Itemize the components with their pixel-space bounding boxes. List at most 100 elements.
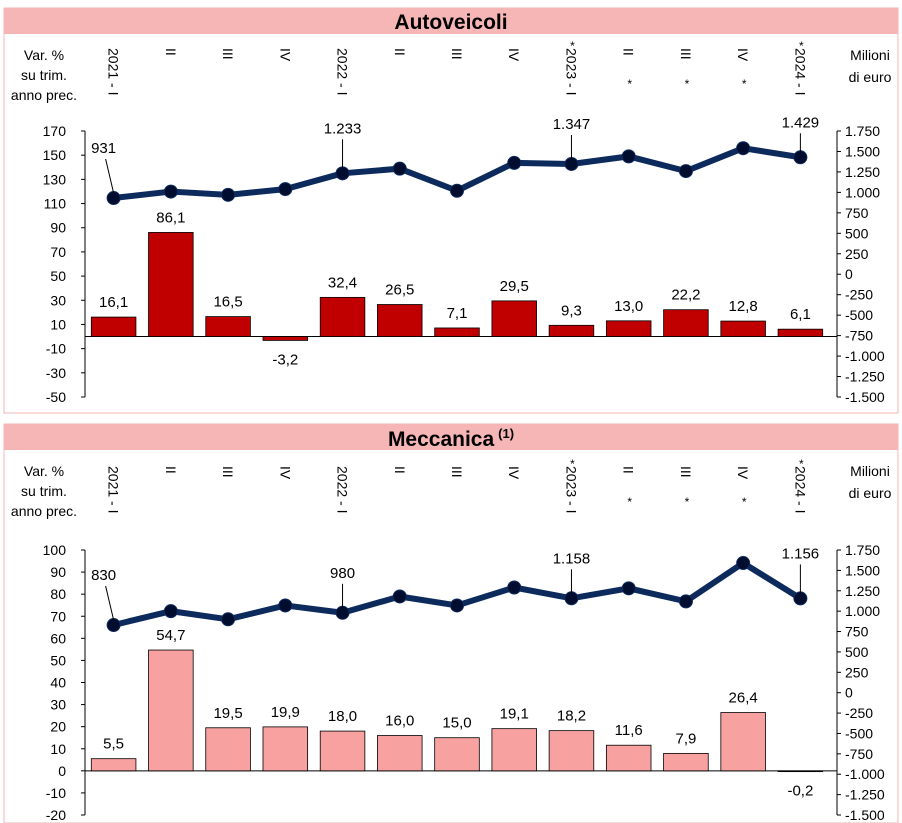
right-tick-label: 250 — [845, 664, 869, 680]
line-point — [450, 183, 464, 198]
right-tick-label: -250 — [845, 287, 873, 303]
right-tick-label: 1.750 — [845, 123, 880, 139]
left-tick-label: 60 — [50, 630, 66, 646]
bar — [491, 300, 537, 337]
bar — [548, 324, 595, 337]
bar-value-label: 54,7 — [156, 627, 185, 644]
right-tick-label: 1.250 — [845, 164, 880, 180]
right-tick-label: 0 — [845, 685, 853, 701]
line-value-label: 1.158 — [553, 550, 591, 567]
right-axis-label: Milioni — [850, 47, 890, 63]
category-label: 2021 - I — [106, 48, 122, 95]
bar — [777, 770, 824, 773]
right-tick-label: 500 — [845, 225, 869, 241]
bar — [434, 327, 480, 337]
bar-value-label: 5,5 — [103, 736, 124, 753]
category-label: 2021 - I — [106, 466, 122, 513]
right-tick-label: 1.250 — [845, 583, 880, 599]
line-point — [163, 604, 178, 619]
bar-value-label: 26,4 — [729, 690, 758, 707]
right-tick-label: -500 — [845, 725, 873, 741]
bar — [262, 336, 309, 341]
bar-value-label: 86,1 — [156, 209, 185, 226]
line-point — [793, 150, 808, 165]
line-point — [621, 581, 636, 596]
left-axis-label: Var. % — [24, 47, 64, 63]
bar — [262, 726, 309, 772]
bar-value-label: 7,9 — [675, 730, 696, 747]
left-tick-label: 170 — [43, 123, 67, 139]
right-tick-label: 250 — [845, 246, 869, 262]
left-tick-label: 90 — [50, 220, 66, 236]
category-asterisk: * — [570, 457, 575, 471]
left-tick-label: 50 — [50, 652, 66, 668]
line-value-label: 931 — [91, 140, 116, 157]
category-label: IV — [277, 466, 293, 480]
right-tick-label: 1.500 — [845, 562, 880, 578]
category-label: IV — [506, 466, 522, 480]
category-asterisk: * — [627, 77, 632, 91]
bar — [720, 320, 766, 337]
left-axis-label: Var. % — [24, 463, 64, 479]
line-label-leader — [105, 585, 115, 621]
category-label: 2024 - I — [792, 48, 808, 95]
line-point — [793, 591, 808, 606]
line-point — [678, 164, 693, 179]
bar-value-label: 16,0 — [385, 713, 414, 730]
left-tick-label: 10 — [50, 741, 66, 757]
category-label: 2022 - I — [335, 466, 351, 513]
left-tick-label: 80 — [50, 586, 66, 602]
right-tick-label: -500 — [845, 307, 873, 323]
bar — [377, 304, 423, 337]
right-tick-label: 1.000 — [845, 603, 880, 619]
right-tick-label: 500 — [845, 644, 869, 660]
bar — [205, 727, 251, 772]
bar — [663, 752, 709, 772]
left-tick-label: -30 — [46, 365, 66, 381]
line-point — [335, 605, 350, 620]
bar-value-label: -0,2 — [787, 783, 813, 800]
category-label: III — [678, 48, 694, 60]
bar-value-label: 11,6 — [615, 722, 643, 739]
line-point — [163, 184, 178, 199]
category-label: III — [449, 48, 465, 60]
category-asterisk: * — [685, 495, 690, 509]
left-tick-label: 30 — [50, 292, 66, 308]
right-tick-label: -1.500 — [845, 807, 885, 823]
bar-value-label: 9,3 — [561, 302, 582, 319]
category-label: III — [220, 48, 236, 60]
right-axis-label: di euro — [849, 485, 892, 501]
left-tick-label: 40 — [50, 675, 66, 691]
bar-value-label: 19,1 — [500, 706, 529, 723]
bar — [319, 730, 366, 772]
bar-value-label: 6,1 — [790, 306, 811, 323]
line-point — [678, 594, 693, 609]
left-tick-label: -50 — [46, 389, 66, 405]
bar — [777, 328, 824, 337]
bar — [148, 232, 194, 337]
category-label: II — [621, 48, 637, 56]
line-point — [221, 612, 236, 627]
right-tick-label: -1.500 — [845, 389, 885, 405]
line-point — [106, 191, 121, 206]
right-tick-label: 750 — [845, 205, 869, 221]
right-axis-label: Milioni — [850, 463, 890, 479]
title-band — [4, 8, 898, 34]
bar-value-label: 18,0 — [328, 708, 357, 725]
category-asterisk: * — [570, 39, 575, 53]
bar — [90, 758, 137, 772]
line-series — [112, 560, 802, 628]
line-point — [736, 141, 751, 156]
category-label: 2023 - I — [563, 466, 579, 513]
line-point — [736, 556, 751, 571]
line-point — [335, 166, 350, 181]
bar — [605, 320, 652, 337]
category-label: IV — [735, 466, 751, 480]
line-point — [564, 591, 579, 606]
line-point — [278, 182, 293, 197]
line-point — [450, 598, 464, 613]
category-asterisk: * — [742, 77, 747, 91]
line-point — [392, 589, 407, 604]
left-axis-label: su trim. — [21, 483, 67, 499]
line-point — [621, 149, 636, 164]
